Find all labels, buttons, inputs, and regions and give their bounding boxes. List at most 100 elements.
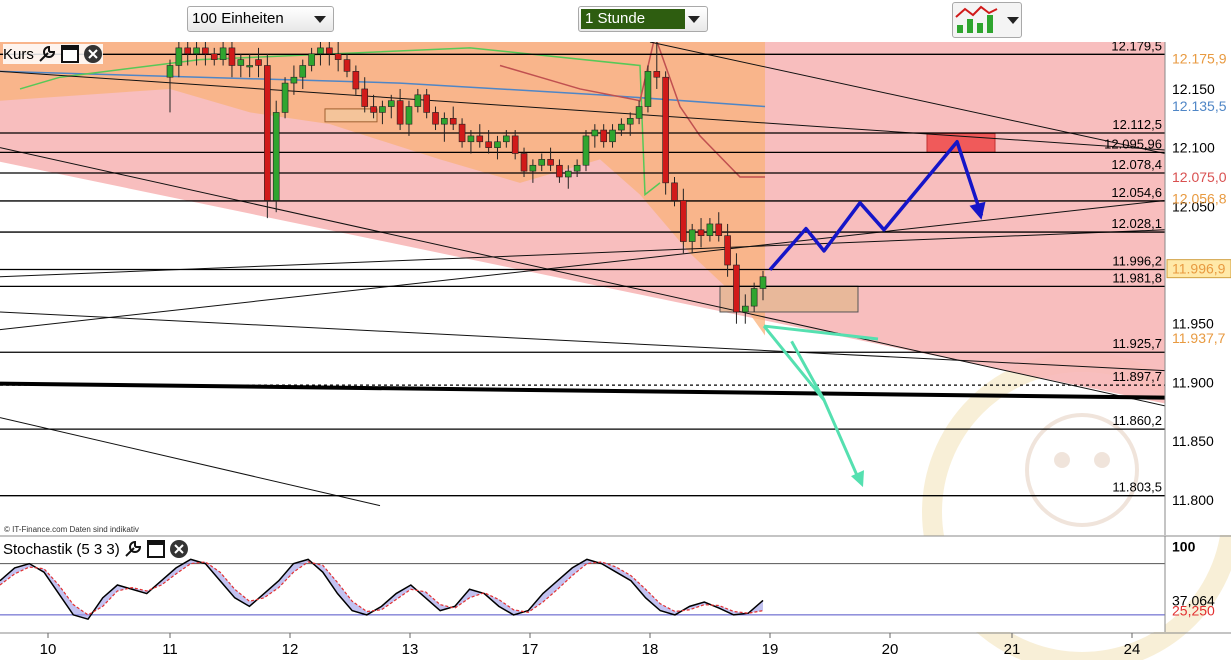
moving-average-green (19, 47, 661, 197)
wrench-icon[interactable] (123, 539, 143, 559)
trend-line (649, 42, 1165, 155)
candle-body (697, 229, 705, 236)
candle-body (308, 53, 315, 66)
time-tick-label: 12 (282, 641, 299, 658)
interval-dropdown[interactable]: 1 Stunde (578, 6, 708, 32)
price-axis-bg (1165, 42, 1231, 535)
price-tick-label: 12.150 (1172, 81, 1215, 97)
candle-body (343, 59, 351, 72)
candle-body (264, 65, 271, 201)
price-tick-label: 11.850 (1172, 433, 1214, 449)
candle-body (494, 141, 501, 148)
candle-body (414, 94, 422, 107)
candle-body (635, 106, 643, 119)
candle-body (706, 223, 714, 236)
candle-body (405, 106, 413, 125)
candle-body (441, 117, 448, 125)
candle-body (538, 159, 546, 166)
candle-body (334, 53, 342, 60)
level-label: 12.112,5 (1112, 117, 1162, 132)
candle-body (255, 59, 262, 66)
forecast-up-arrowhead (969, 201, 986, 220)
candle-body (688, 229, 696, 242)
close-icon[interactable] (169, 539, 189, 559)
time-tick-label: 18 (642, 641, 659, 658)
candle-body (680, 200, 687, 242)
candle-body (671, 182, 678, 201)
candle-body (759, 276, 767, 289)
level-label: 11.996,2 (1112, 253, 1162, 268)
price-tick-label: 11.900 (1172, 374, 1214, 390)
candle-body (741, 305, 749, 313)
time-tick-label: 24 (1124, 641, 1141, 658)
moving-average-red (499, 42, 765, 178)
candle-body (396, 100, 404, 125)
price-tick-label: 12.050 (1172, 198, 1215, 214)
stoch-panel-title: Stochastik (5 3 3) (3, 540, 120, 558)
price-marker-label: 12.056,8 (1172, 190, 1227, 206)
candle-body (600, 129, 607, 143)
level-label: 11.860,2 (1112, 413, 1162, 428)
support-box (324, 108, 378, 123)
trend-line (0, 147, 1165, 407)
candle-body (556, 164, 563, 178)
units-dropdown[interactable]: 100 Einheiten (187, 6, 334, 32)
price-marker-label: 12.135,5 (1172, 98, 1227, 114)
candlesticks (166, 42, 767, 324)
candle-body (299, 65, 307, 78)
chart-tools-icon (955, 5, 1019, 33)
level-label: 12.095,96 (1104, 136, 1162, 151)
candle-body (520, 153, 528, 172)
time-axis: 10 11 12 13 17 18 19 20 21 24 (0, 632, 1231, 658)
price-marker-label: 12.075,0 (1172, 169, 1227, 185)
maximize-icon[interactable] (146, 539, 166, 559)
wrench-icon[interactable] (37, 44, 57, 64)
candle-body (547, 159, 554, 166)
price-marker-label: 12.175,9 (1172, 51, 1227, 67)
stoch-k-line (0, 558, 764, 621)
close-icon[interactable] (83, 44, 103, 64)
candle-body (733, 264, 740, 313)
candle-body (467, 135, 475, 143)
forecast-down-path (790, 340, 826, 401)
maximize-icon[interactable] (60, 44, 80, 64)
stoch-marker-label: 25,250 (1172, 602, 1215, 618)
chevron-down-icon (314, 16, 326, 23)
candle-body (529, 164, 537, 172)
level-label: 12.028,1 (1111, 216, 1162, 231)
stoch-panel-header: Stochastik (5 3 3) (3, 539, 189, 559)
bollinger-band (0, 42, 765, 336)
candle-body (432, 112, 439, 125)
level-label: 12.054,6 (1111, 185, 1162, 200)
bold-trend-line (0, 381, 1166, 400)
time-tick-label: 20 (882, 641, 899, 658)
chart-tools-button[interactable] (952, 2, 1022, 38)
candle-body (210, 53, 218, 60)
candle-body (228, 47, 236, 66)
support-box (719, 285, 859, 313)
candle-body (609, 129, 616, 143)
price-tick-label: 11.950 (1172, 316, 1214, 332)
candle-body (219, 47, 227, 60)
candle-body (626, 117, 634, 125)
interval-dropdown-label: 1 Stunde (581, 9, 685, 29)
level-label: 11.925,7 (1112, 336, 1162, 351)
level-label: 11.981,8 (1112, 270, 1162, 285)
time-tick-label: 19 (762, 641, 779, 658)
moving-average-blue (0, 70, 766, 108)
chevron-down-icon (688, 16, 700, 23)
candle-body (317, 47, 324, 55)
candle-body (326, 47, 333, 55)
candle-body (449, 117, 457, 125)
candle-body (724, 235, 731, 266)
time-tick-label: 13 (402, 641, 419, 658)
price-tick-label: 11.800 (1172, 492, 1214, 508)
stoch-tick-label: 100 (1172, 539, 1196, 555)
price-marker-label: 11.996,9 (1172, 261, 1226, 277)
time-tick-label: 17 (522, 641, 539, 658)
time-tick-label: 10 (40, 641, 57, 658)
candle-body (564, 170, 572, 178)
candle-body (423, 94, 430, 113)
forecast-down-path (763, 324, 879, 341)
stoch-bg (0, 536, 1165, 632)
